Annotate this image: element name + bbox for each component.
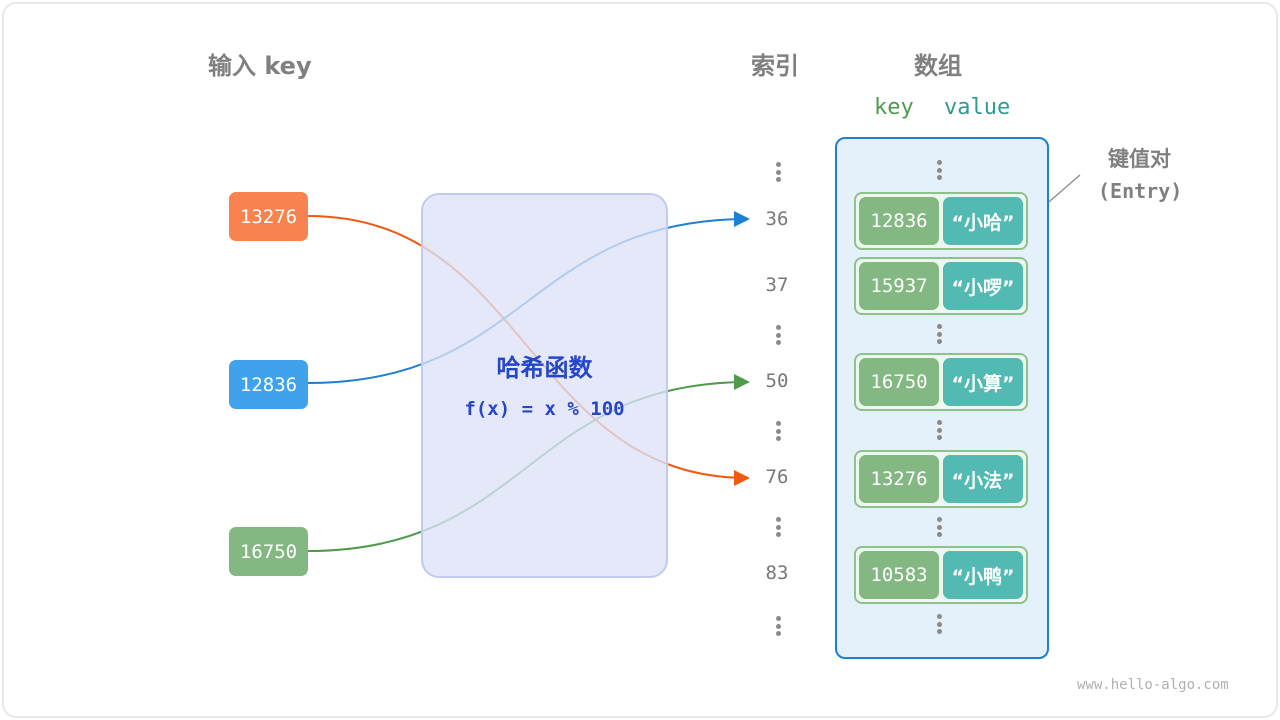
ellipsis-icon <box>937 324 943 347</box>
hash-function-formula: f(x) = x % 100 <box>464 398 625 420</box>
entry-value: “小算” <box>943 358 1023 406</box>
entry-key: 10583 <box>859 551 939 599</box>
ellipsis-icon <box>937 420 943 443</box>
entry-annotation-sub: (Entry) <box>1098 179 1183 203</box>
array-header: 数组 <box>914 52 962 80</box>
value-column-header: value <box>944 95 1011 120</box>
index-header: 索引 <box>751 52 799 80</box>
entry: 10583 “小鸭” <box>854 546 1028 604</box>
input-key-16750: 16750 <box>229 527 308 576</box>
input-key-header: 输入 key <box>208 52 312 80</box>
index-label: 76 <box>765 466 789 488</box>
ellipsis-icon <box>776 517 782 540</box>
entry: 15937 “小啰” <box>854 257 1028 315</box>
ellipsis-icon <box>776 421 782 444</box>
entry-value: “小哈” <box>943 197 1023 245</box>
index-label: 50 <box>765 370 789 392</box>
entry-key: 13276 <box>859 455 939 503</box>
entry-value: “小啰” <box>943 262 1023 310</box>
entry-key: 16750 <box>859 358 939 406</box>
ellipsis-icon <box>776 325 782 348</box>
input-key-12836: 12836 <box>229 360 308 409</box>
index-label: 37 <box>765 274 789 296</box>
index-label: 83 <box>765 562 789 584</box>
hash-function-title: 哈希函数 <box>496 354 593 382</box>
entry-value: “小鸭” <box>943 551 1023 599</box>
entry: 13276 “小法” <box>854 450 1028 508</box>
hash-function-box: 哈希函数 f(x) = x % 100 <box>421 193 668 578</box>
entry: 16750 “小算” <box>854 353 1028 411</box>
ellipsis-icon <box>776 616 782 639</box>
entry-value: “小法” <box>943 455 1023 503</box>
entry-key: 12836 <box>859 197 939 245</box>
entry-key: 15937 <box>859 262 939 310</box>
ellipsis-icon <box>776 162 782 185</box>
entry: 12836 “小哈” <box>854 192 1028 250</box>
ellipsis-icon <box>937 614 943 637</box>
input-key-13276: 13276 <box>229 192 308 241</box>
ellipsis-icon <box>937 160 943 183</box>
index-label: 36 <box>765 208 789 230</box>
ellipsis-icon <box>937 517 943 540</box>
key-column-header: key <box>874 95 914 120</box>
entry-annotation-label: 键值对 <box>1108 147 1171 171</box>
watermark: www.hello-algo.com <box>1077 677 1229 693</box>
